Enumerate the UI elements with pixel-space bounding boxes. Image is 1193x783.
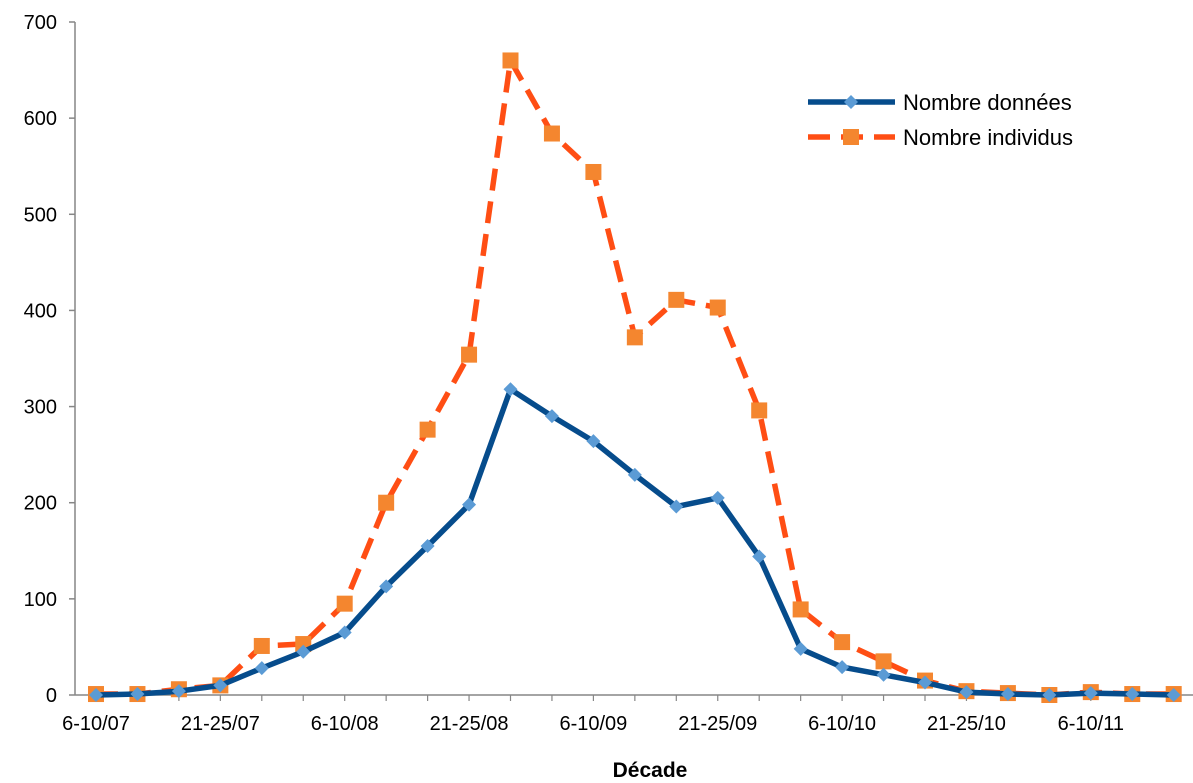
data-point-diamond — [710, 490, 725, 505]
data-point-square — [419, 421, 436, 438]
y-tick-label: 500 — [24, 204, 57, 226]
y-tick-label: 300 — [24, 397, 57, 419]
data-point-diamond — [1083, 686, 1098, 701]
data-point-diamond — [793, 641, 808, 656]
x-axis-title: Décade — [613, 759, 688, 782]
x-tick-label: 6-10/11 — [1058, 713, 1124, 735]
data-point-diamond — [254, 661, 269, 676]
data-point-diamond — [752, 549, 767, 564]
data-point-diamond — [669, 499, 684, 514]
data-point-diamond — [876, 667, 891, 682]
data-point-diamond — [379, 579, 394, 594]
legend-marker — [844, 95, 858, 109]
data-point-diamond — [544, 409, 559, 424]
data-point-square — [751, 402, 768, 419]
data-point-diamond — [420, 538, 435, 553]
y-tick-label: 400 — [24, 300, 57, 322]
data-point-square — [834, 634, 851, 651]
data-point-diamond — [213, 678, 228, 693]
axes — [74, 22, 1193, 696]
series-line — [96, 57, 1174, 698]
data-point-square — [875, 653, 892, 670]
y-tick-label: 600 — [24, 108, 57, 130]
legend: Nombre données Nombre individus — [808, 90, 1073, 150]
data-point-square — [626, 329, 643, 346]
x-ticks: 6-10/07 21-25/07 6-10/08 21-25/08 6-10/09 21-… — [62, 695, 1175, 735]
x-tick-label: 21-25/09 — [678, 713, 757, 735]
x-tick-label: 6-10/08 — [311, 713, 379, 735]
data-point-diamond — [918, 675, 932, 690]
data-point-diamond — [627, 467, 642, 482]
data-point-square — [253, 637, 270, 654]
y-tick-label: 100 — [24, 589, 57, 611]
series-nombre-donnees — [89, 382, 1181, 702]
legend-label: Nombre données — [903, 90, 1072, 115]
data-point-diamond — [586, 434, 601, 449]
data-point-diamond — [959, 685, 974, 700]
data-point-diamond — [503, 382, 518, 397]
data-point-square — [792, 601, 809, 618]
x-tick-label: 21-25/07 — [181, 713, 260, 735]
x-tick-label: 21-25/10 — [927, 713, 1006, 735]
y-tick-label: 700 — [24, 12, 57, 34]
data-point-diamond — [89, 688, 103, 702]
data-point-square — [378, 494, 395, 511]
legend-label: Nombre individus — [903, 125, 1073, 150]
data-point-square — [709, 299, 726, 316]
data-point-diamond — [130, 687, 145, 702]
x-tick-label: 21-25/08 — [430, 713, 509, 735]
data-point-square — [668, 291, 685, 308]
y-tick-label: 200 — [24, 493, 57, 515]
data-point-square — [461, 346, 478, 363]
data-point-diamond — [1125, 687, 1140, 702]
y-ticks: 0 100 200 300 400 500 600 700 — [24, 12, 75, 707]
y-tick-label: 0 — [46, 685, 57, 707]
data-point-diamond — [1042, 688, 1057, 702]
legend-item: Nombre individus — [808, 125, 1073, 150]
data-point-diamond — [1166, 688, 1181, 702]
series-layer — [88, 52, 1182, 703]
data-point-square — [543, 125, 560, 142]
data-point-diamond — [835, 660, 850, 675]
series-nombre-individus — [88, 52, 1182, 703]
data-point-square — [585, 163, 602, 180]
legend-marker — [843, 129, 859, 145]
legend-item: Nombre données — [808, 90, 1072, 115]
x-tick-label: 6-10/07 — [62, 713, 130, 735]
data-point-diamond — [1000, 687, 1015, 702]
data-point-diamond — [337, 625, 352, 640]
x-tick-label: 6-10/10 — [808, 713, 876, 735]
data-point-square — [502, 52, 519, 69]
data-point-diamond — [462, 497, 477, 512]
x-tick-label: 6-10/09 — [559, 713, 627, 735]
data-point-square — [336, 595, 353, 612]
data-point-diamond — [171, 684, 186, 699]
data-point-diamond — [296, 644, 311, 659]
